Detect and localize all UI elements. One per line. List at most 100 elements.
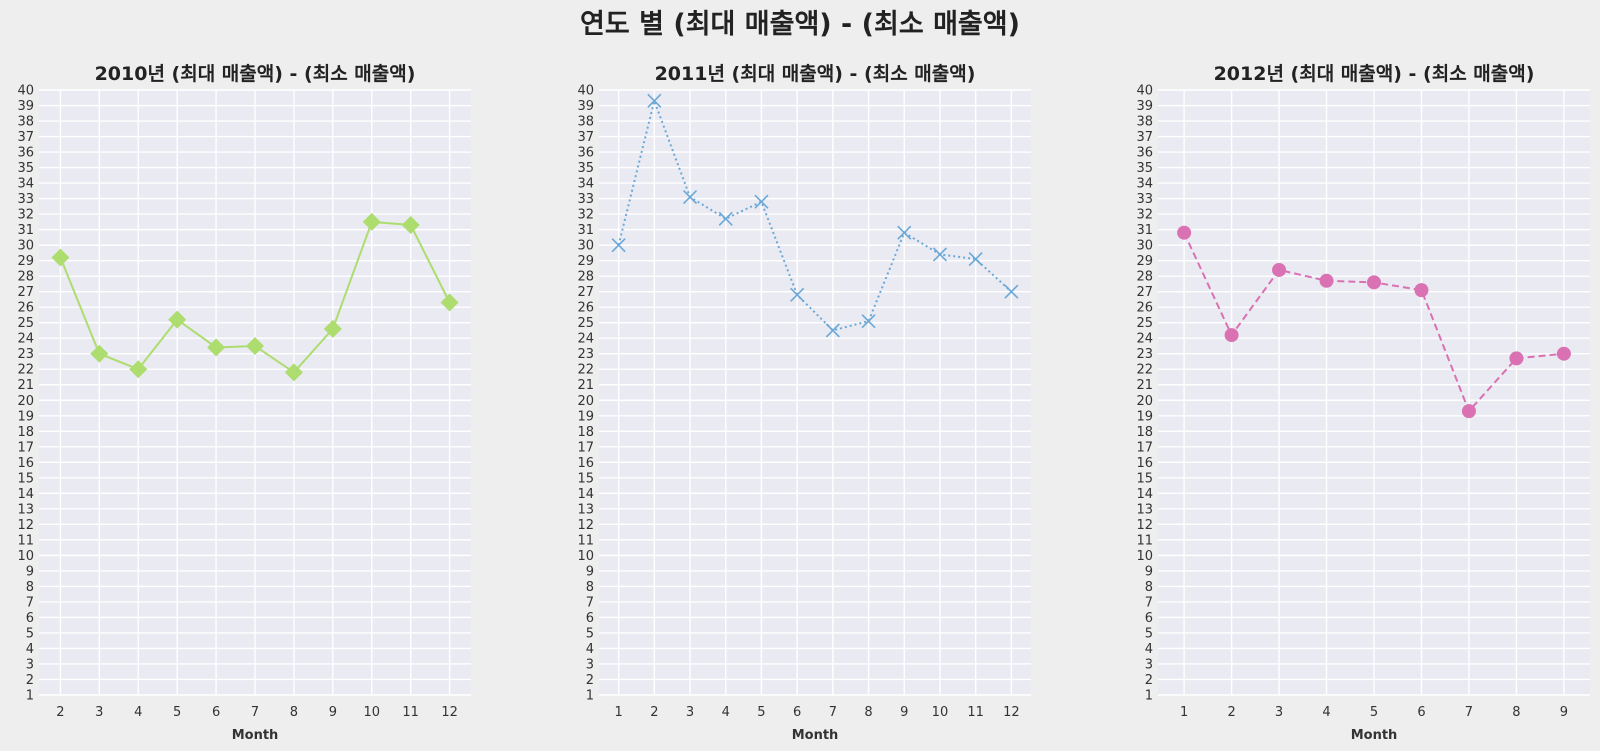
x-tick-label: 7 bbox=[251, 705, 259, 720]
data-point-marker bbox=[246, 336, 264, 355]
y-tick-label: 15 bbox=[1136, 471, 1153, 486]
y-tick-label: 36 bbox=[17, 146, 34, 161]
y-tick-label: 17 bbox=[577, 440, 594, 455]
y-tick-label: 39 bbox=[1136, 99, 1153, 114]
y-tick-label: 32 bbox=[1136, 208, 1153, 223]
x-tick-label: 11 bbox=[402, 705, 419, 720]
x-tick-label: 4 bbox=[722, 705, 730, 720]
y-tick-label: 38 bbox=[1136, 115, 1153, 130]
y-tick-label: 33 bbox=[1136, 192, 1153, 207]
y-tick-label: 16 bbox=[1136, 456, 1153, 471]
panel-title: 2011년 (최대 매출액) - (최소 매출액) bbox=[655, 63, 976, 85]
data-point-marker bbox=[647, 93, 662, 108]
y-tick-label: 30 bbox=[1136, 239, 1153, 254]
x-axis-label: Month bbox=[1351, 728, 1398, 743]
data-point-marker bbox=[1272, 262, 1287, 277]
y-tick-label: 19 bbox=[17, 409, 34, 424]
y-tick-label: 7 bbox=[26, 595, 34, 610]
y-tick-label: 30 bbox=[577, 239, 594, 254]
data-point-marker bbox=[168, 310, 187, 329]
y-tick-label: 12 bbox=[17, 518, 34, 533]
y-tick-label: 16 bbox=[17, 456, 34, 471]
y-tick-label: 5 bbox=[1145, 626, 1153, 641]
x-tick-label: 10 bbox=[363, 705, 380, 720]
y-tick-label: 36 bbox=[1136, 146, 1153, 161]
y-tick-label: 35 bbox=[1136, 161, 1153, 176]
data-point-marker bbox=[968, 252, 983, 267]
y-tick-label: 32 bbox=[17, 208, 34, 223]
y-tick-label: 4 bbox=[1145, 642, 1153, 657]
y-tick-label: 18 bbox=[17, 425, 34, 440]
y-tick-label: 18 bbox=[577, 425, 594, 440]
y-tick-label: 31 bbox=[1136, 223, 1153, 238]
y-tick-label: 27 bbox=[577, 285, 594, 300]
y-tick-label: 25 bbox=[577, 316, 594, 331]
y-tick-label: 39 bbox=[17, 99, 34, 114]
y-tick-label: 8 bbox=[26, 580, 34, 595]
y-tick-label: 31 bbox=[17, 223, 34, 238]
x-tick-label: 9 bbox=[1560, 705, 1568, 720]
y-tick-label: 4 bbox=[26, 642, 34, 657]
y-tick-label: 5 bbox=[26, 626, 34, 641]
y-tick-label: 6 bbox=[1145, 611, 1153, 626]
x-tick-label: 3 bbox=[1275, 705, 1283, 720]
x-tick-label: 2 bbox=[650, 705, 658, 720]
y-tick-label: 39 bbox=[577, 99, 594, 114]
x-tick-label: 6 bbox=[212, 705, 220, 720]
y-tick-label: 36 bbox=[577, 146, 594, 161]
data-point-marker bbox=[284, 363, 303, 382]
y-tick-label: 9 bbox=[586, 564, 594, 579]
y-tick-label: 7 bbox=[1145, 595, 1153, 610]
data-point-marker bbox=[440, 293, 459, 312]
x-tick-label: 12 bbox=[1003, 705, 1020, 720]
data-point-marker bbox=[207, 338, 226, 357]
y-tick-label: 7 bbox=[586, 595, 594, 610]
x-tick-label: 8 bbox=[1512, 705, 1520, 720]
data-point-marker bbox=[718, 211, 733, 226]
y-tick-label: 40 bbox=[577, 84, 594, 99]
y-tick-label: 37 bbox=[1136, 130, 1153, 145]
x-axis-label: Month bbox=[792, 728, 839, 743]
y-tick-label: 6 bbox=[586, 611, 594, 626]
data-point-marker bbox=[825, 323, 840, 338]
data-point-marker bbox=[790, 287, 805, 302]
y-tick-label: 23 bbox=[17, 347, 34, 362]
y-tick-label: 40 bbox=[17, 84, 34, 99]
y-tick-label: 29 bbox=[577, 254, 594, 269]
data-point-marker bbox=[323, 319, 342, 338]
y-tick-label: 35 bbox=[577, 161, 594, 176]
data-point-marker bbox=[1319, 273, 1334, 288]
y-tick-label: 24 bbox=[17, 332, 34, 347]
y-tick-label: 25 bbox=[1136, 316, 1153, 331]
x-tick-label: 3 bbox=[686, 705, 694, 720]
y-tick-label: 2 bbox=[586, 673, 594, 688]
data-point-marker bbox=[51, 248, 70, 267]
x-tick-label: 12 bbox=[441, 705, 458, 720]
y-tick-label: 37 bbox=[577, 130, 594, 145]
y-tick-label: 10 bbox=[1136, 549, 1153, 564]
y-tick-label: 26 bbox=[577, 301, 594, 316]
data-point-marker bbox=[1509, 351, 1524, 366]
x-tick-label: 1 bbox=[614, 705, 622, 720]
x-tick-label: 8 bbox=[290, 705, 298, 720]
y-tick-label: 4 bbox=[586, 642, 594, 657]
figure-title: 연도 별 (최대 매출액) - (최소 매출액) bbox=[580, 9, 1020, 40]
y-tick-label: 17 bbox=[17, 440, 34, 455]
y-tick-label: 1 bbox=[586, 689, 594, 704]
y-tick-label: 15 bbox=[17, 471, 34, 486]
y-tick-label: 28 bbox=[17, 270, 34, 285]
y-tick-label: 12 bbox=[1136, 518, 1153, 533]
data-point-marker bbox=[401, 215, 420, 234]
x-tick-label: 6 bbox=[793, 705, 801, 720]
x-tick-label: 7 bbox=[829, 705, 837, 720]
y-tick-label: 10 bbox=[17, 549, 34, 564]
x-axis-label: Month bbox=[232, 728, 279, 743]
y-tick-label: 19 bbox=[1136, 409, 1153, 424]
y-tick-label: 1 bbox=[26, 689, 34, 704]
y-tick-label: 11 bbox=[17, 533, 34, 548]
y-tick-label: 23 bbox=[577, 347, 594, 362]
y-tick-label: 31 bbox=[577, 223, 594, 238]
y-tick-label: 8 bbox=[1145, 580, 1153, 595]
y-tick-label: 25 bbox=[17, 316, 34, 331]
